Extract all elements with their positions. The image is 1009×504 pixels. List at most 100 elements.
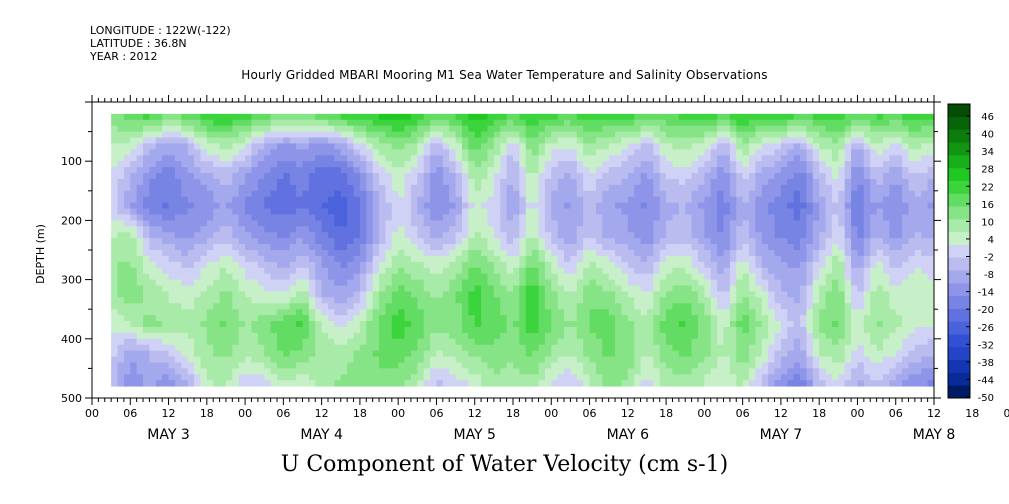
heatmap-cell <box>570 208 578 215</box>
heatmap-cell <box>717 208 724 215</box>
heatmap-cell <box>595 315 603 322</box>
heatmap-cell <box>710 202 718 209</box>
heatmap-cell <box>334 196 342 204</box>
heatmap-cell <box>359 326 367 334</box>
heatmap-cell <box>717 267 724 275</box>
heatmap-cell <box>570 356 578 363</box>
heatmap-cell <box>634 244 641 251</box>
heatmap-cell <box>595 261 603 269</box>
heatmap-cell <box>296 190 303 198</box>
heatmap-cell <box>379 362 386 369</box>
heatmap-cell <box>659 202 667 209</box>
heatmap-cell <box>551 267 559 275</box>
heatmap-cell <box>379 326 386 334</box>
heatmap-cell <box>595 279 603 286</box>
heatmap-cell <box>404 374 412 381</box>
heatmap-cell <box>646 303 654 310</box>
heatmap-cell <box>111 303 118 310</box>
heatmap-cell <box>225 131 233 138</box>
heatmap-cell <box>461 332 469 340</box>
heatmap-cell <box>793 214 801 221</box>
heatmap-cell <box>168 190 176 198</box>
heatmap-cell <box>270 326 278 334</box>
heatmap-cell <box>697 309 705 316</box>
heatmap-cell <box>461 250 469 257</box>
heatmap-cell <box>487 315 495 322</box>
heatmap-cell <box>308 338 316 346</box>
heatmap-cell <box>436 362 444 369</box>
heatmap-cell <box>749 362 756 369</box>
heatmap-cell <box>768 338 775 346</box>
heatmap-cell <box>653 326 661 334</box>
heatmap-cell <box>570 309 578 316</box>
heatmap-cell <box>774 321 782 328</box>
heatmap-cell <box>181 303 189 310</box>
heatmap-cell <box>564 143 571 150</box>
heatmap-cell <box>519 338 527 346</box>
heatmap-cell <box>238 356 246 363</box>
heatmap-cell <box>710 226 718 233</box>
heatmap-cell <box>551 250 559 257</box>
heatmap-cell <box>417 220 425 227</box>
heatmap-cell <box>353 178 361 186</box>
heatmap-cell <box>768 326 775 334</box>
heatmap-cell <box>423 143 431 150</box>
heatmap-cell <box>717 125 724 132</box>
heatmap-cell <box>800 161 807 168</box>
heatmap-cell <box>634 202 641 209</box>
heatmap-cell <box>621 149 629 156</box>
heatmap-cell <box>500 220 508 227</box>
heatmap-cell <box>481 220 488 227</box>
heatmap-cell <box>780 119 788 127</box>
heatmap-cell <box>264 232 272 239</box>
heatmap-cell <box>111 119 118 127</box>
heatmap-cell <box>736 244 744 251</box>
heatmap-cell <box>506 291 514 298</box>
heatmap-cell <box>385 173 393 180</box>
heatmap-cell <box>168 208 176 215</box>
heatmap-cell <box>787 178 795 186</box>
heatmap-cell <box>410 232 418 239</box>
heatmap-cell <box>595 380 603 387</box>
heatmap-cell <box>487 309 495 316</box>
heatmap-cell <box>181 344 189 352</box>
heatmap-cell <box>168 315 176 322</box>
heatmap-cell <box>640 167 648 174</box>
heatmap-cell <box>168 214 176 221</box>
heatmap-cell <box>264 285 272 292</box>
heatmap-cell <box>768 380 775 387</box>
heatmap-cell <box>238 338 246 346</box>
heatmap-cell <box>385 143 393 150</box>
heatmap-cell <box>149 350 157 357</box>
heatmap-cell <box>213 362 220 369</box>
heatmap-cell <box>608 196 616 204</box>
heatmap-cell <box>474 119 482 127</box>
heatmap-cell <box>136 267 144 275</box>
heatmap-cell <box>308 250 316 257</box>
heatmap-cell <box>111 184 118 192</box>
heatmap-cell <box>225 173 233 180</box>
heatmap-cell <box>729 149 737 156</box>
heatmap-cell <box>308 332 316 340</box>
heatmap-cell <box>544 321 552 328</box>
heatmap-cell <box>538 184 546 192</box>
heatmap-cell <box>640 285 648 292</box>
heatmap-cell <box>430 113 437 121</box>
heatmap-cell <box>538 350 546 357</box>
heatmap-cell <box>385 161 393 168</box>
heatmap-cell <box>379 332 386 340</box>
heatmap-cell <box>736 368 744 375</box>
heatmap-cell <box>410 273 418 280</box>
heatmap-cell <box>723 338 731 346</box>
heatmap-cell <box>225 137 233 144</box>
heatmap-cell <box>321 113 329 121</box>
heatmap-cell <box>296 309 303 316</box>
heatmap-cell <box>621 291 629 298</box>
heatmap-cell <box>525 321 533 328</box>
heatmap-cell <box>398 244 405 251</box>
heatmap-cell <box>430 356 437 363</box>
heatmap-cell <box>646 113 654 121</box>
heatmap-cell <box>379 244 386 251</box>
heatmap-cell <box>551 261 559 269</box>
heatmap-cell <box>276 279 284 286</box>
